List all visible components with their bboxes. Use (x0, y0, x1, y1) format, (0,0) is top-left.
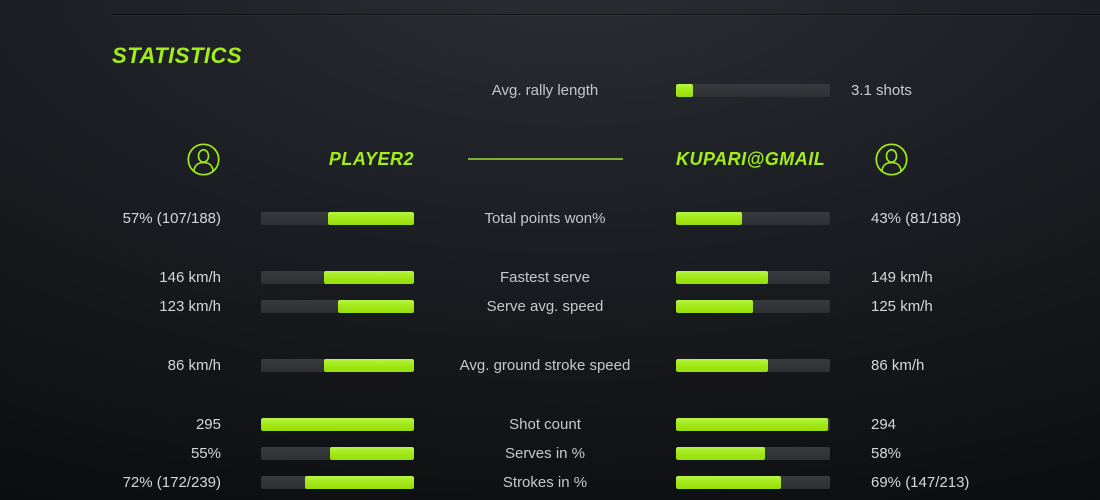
player-right-name: KUPARI@GMAIL (676, 148, 826, 169)
left-bar-fill (329, 447, 414, 460)
right-value: 69% (147/213) (871, 473, 970, 491)
right-bar-fill (676, 418, 829, 431)
right-bar-fill (676, 359, 769, 372)
stat-label: Strokes in % (502, 473, 588, 491)
right-value: 43% (81/188) (871, 209, 962, 227)
right-bar-fill (676, 300, 753, 313)
right-value: 125 km/h (871, 297, 933, 315)
left-value: 55% (190, 444, 221, 462)
stat-row-ground-stroke-speed: 86 km/h Avg. ground stroke speed 86 km/h (0, 351, 1100, 380)
stat-row-fastest-serve: 146 km/h Fastest serve 149 km/h (0, 263, 1100, 292)
stat-label: Fastest serve (499, 268, 591, 286)
avg-rally-bar (676, 84, 830, 97)
avg-rally-value: 3.1 shots (851, 81, 912, 99)
player-left-name: PLAYER2 (328, 148, 414, 169)
right-bar-fill (676, 476, 781, 489)
header-divider-line (467, 158, 623, 160)
right-bar (676, 212, 830, 225)
stat-label: Serve avg. speed (486, 297, 604, 315)
left-bar-fill (261, 418, 414, 431)
stat-label: Serves in % (504, 444, 586, 462)
left-value: 86 km/h (167, 356, 221, 374)
stat-row-strokes-in-pct: 72% (172/239) Strokes in % 69% (147/213) (0, 468, 1100, 497)
right-value: 86 km/h (871, 356, 925, 374)
stats-table: 57% (107/188) Total points won% 43% (81/… (0, 204, 1100, 497)
left-value: 57% (107/188) (122, 209, 221, 227)
avg-rally-row: Avg. rally length 3.1 shots (0, 76, 1100, 105)
stat-label: Avg. ground stroke speed (459, 356, 631, 374)
top-divider (112, 14, 1100, 15)
left-bar-fill (305, 476, 414, 489)
right-bar (676, 271, 830, 284)
left-bar-fill (323, 271, 414, 284)
right-bar (676, 359, 830, 372)
right-bar (676, 447, 830, 460)
stat-row-total-points: 57% (107/188) Total points won% 43% (81/… (0, 204, 1100, 233)
right-value: 58% (871, 444, 902, 462)
right-bar-fill (676, 271, 769, 284)
left-bar-fill (323, 359, 414, 372)
page-title: STATISTICS (112, 43, 243, 68)
stat-label: Shot count (509, 415, 581, 433)
left-bar-fill (328, 212, 414, 225)
right-bar (676, 476, 830, 489)
player-left-avatar-icon (0, 142, 221, 176)
stat-label: Total points won% (484, 209, 606, 227)
right-value: 294 (871, 415, 897, 433)
avg-rally-label: Avg. rally length (491, 81, 599, 99)
avg-rally-bar-fill (676, 84, 693, 97)
left-bar-fill (337, 300, 414, 313)
stat-row-shot-count: 295 Shot count 294 (0, 410, 1100, 439)
left-bar (261, 418, 414, 431)
left-value: 295 (195, 415, 221, 433)
right-value: 149 km/h (871, 268, 933, 286)
player-right-avatar-icon (871, 142, 1100, 176)
right-bar-fill (676, 212, 743, 225)
right-bar (676, 300, 830, 313)
left-bar (261, 447, 414, 460)
stat-row-serves-in-pct: 55% Serves in % 58% (0, 439, 1100, 468)
right-bar-fill (676, 447, 766, 460)
left-value: 72% (172/239) (122, 473, 221, 491)
left-bar (261, 300, 414, 313)
right-bar (676, 418, 830, 431)
left-bar (261, 359, 414, 372)
left-bar (261, 476, 414, 489)
left-value: 146 km/h (159, 268, 221, 286)
left-bar (261, 271, 414, 284)
left-bar (261, 212, 414, 225)
players-header: PLAYER2 KUPARI@GMAIL (0, 141, 1100, 177)
stat-row-serve-avg-speed: 123 km/h Serve avg. speed 125 km/h (0, 292, 1100, 321)
left-value: 123 km/h (159, 297, 221, 315)
